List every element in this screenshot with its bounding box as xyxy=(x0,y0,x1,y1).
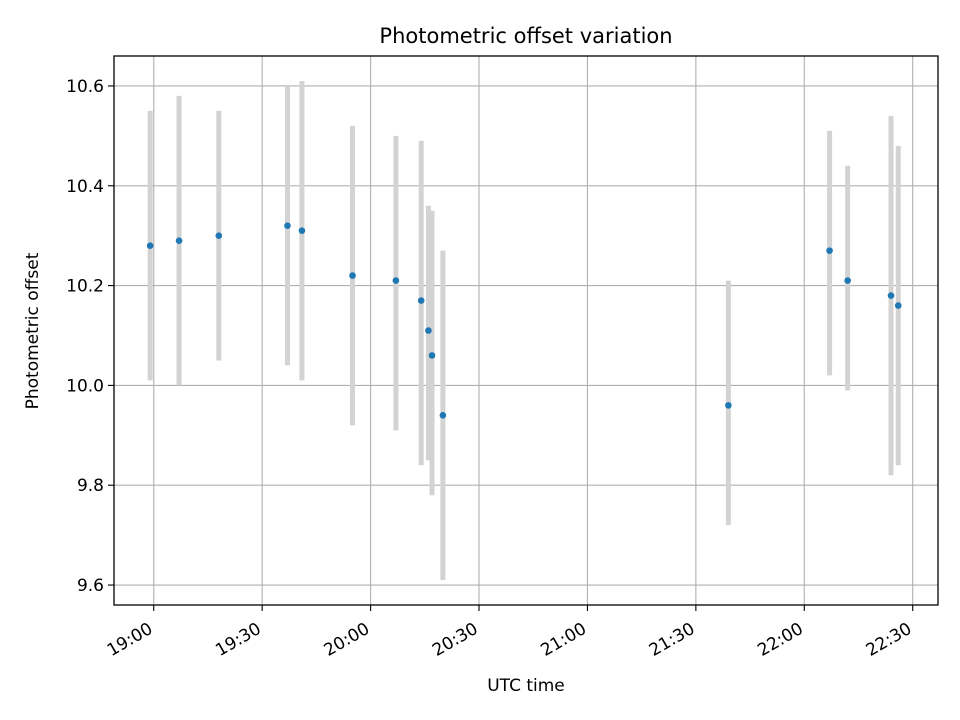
data-point xyxy=(417,297,425,304)
data-point xyxy=(725,402,732,409)
y-tick-label: 10.0 xyxy=(66,376,104,396)
y-tick-label: 9.8 xyxy=(77,476,104,496)
data-point xyxy=(146,242,154,249)
data-point xyxy=(392,277,400,284)
data-points xyxy=(146,222,902,419)
y-tick-label: 10.4 xyxy=(66,177,104,197)
y-tick-label: 10.6 xyxy=(66,77,104,97)
data-point xyxy=(349,272,356,279)
data-point xyxy=(175,237,183,244)
x-axis-label: UTC time xyxy=(487,676,565,696)
y-axis-label: Photometric offset xyxy=(23,252,43,409)
y-tick-label: 10.2 xyxy=(66,277,104,297)
data-point xyxy=(428,352,436,359)
plot-frame xyxy=(113,55,939,606)
data-point xyxy=(284,222,291,229)
grid xyxy=(114,56,938,605)
data-point xyxy=(826,247,833,254)
data-point xyxy=(887,292,895,299)
data-point xyxy=(298,227,306,234)
data-point xyxy=(425,327,432,334)
data-point xyxy=(439,412,447,419)
data-point xyxy=(844,277,851,284)
data-point xyxy=(894,302,902,309)
chart-title: Photometric offset variation xyxy=(379,24,672,48)
y-axis: 9.6 9.8 10.0 10.2 10.4 10.6 xyxy=(66,77,114,596)
data-point xyxy=(215,232,223,239)
y-tick-label: 9.6 xyxy=(77,576,104,596)
